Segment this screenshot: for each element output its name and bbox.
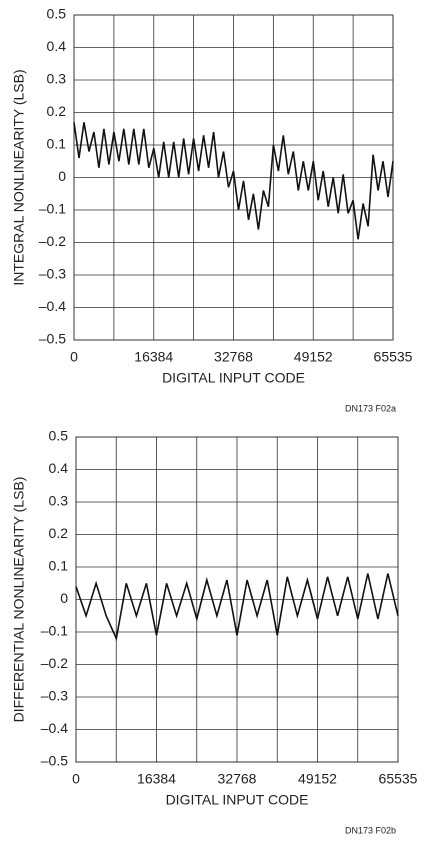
- x-axis-label: DIGITAL INPUT CODE: [166, 792, 309, 808]
- data-line: [73, 122, 394, 240]
- y-tick-label: 0.5: [47, 6, 67, 22]
- x-tick-label: 0: [72, 771, 80, 787]
- figure-note: DN173 F02b: [345, 825, 396, 835]
- figure-note: DN173 F02a: [345, 403, 396, 413]
- x-tick-label: 32768: [214, 349, 253, 365]
- y-tick-label: 0.3: [49, 493, 69, 509]
- y-tick-label: –0.4: [41, 720, 68, 736]
- plot-frame: [73, 14, 394, 341]
- y-tick-label: 0.3: [47, 71, 67, 87]
- y-tick-label: 0.2: [49, 525, 69, 541]
- y-tick-label: 0: [60, 590, 68, 606]
- y-tick-label: 0: [58, 168, 66, 184]
- data-line: [75, 573, 399, 642]
- y-axis-label: DIFFERENTIAL NONLINEARITY (LSB): [11, 477, 27, 723]
- y-tick-label: 0.2: [47, 103, 67, 119]
- x-tick-label: 49152: [294, 349, 333, 365]
- y-tick-label: –0.5: [39, 331, 66, 347]
- y-axis-label: INTEGRAL NONLINEARITY (LSB): [11, 69, 27, 285]
- y-tick-label: 0.4: [47, 38, 67, 54]
- y-tick-label: 0.1: [49, 558, 69, 574]
- y-tick-label: 0.1: [47, 136, 67, 152]
- y-tick-label: –0.3: [39, 266, 66, 282]
- x-axis-label: DIGITAL INPUT CODE: [162, 370, 305, 386]
- y-tick-label: 0.5: [49, 428, 69, 444]
- y-tick-label: –0.1: [41, 623, 68, 639]
- x-tick-label: 32768: [218, 771, 257, 787]
- y-tick-label: –0.5: [41, 753, 68, 769]
- x-tick-label: 0: [70, 349, 78, 365]
- y-tick-label: –0.4: [39, 298, 66, 314]
- x-tick-label: 65535: [379, 771, 418, 787]
- x-tick-label: 16384: [137, 771, 176, 787]
- x-tick-label: 49152: [298, 771, 337, 787]
- y-tick-label: –0.2: [41, 655, 68, 671]
- x-tick-label: 65535: [374, 349, 413, 365]
- y-tick-label: –0.2: [39, 233, 66, 249]
- y-tick-label: –0.3: [41, 688, 68, 704]
- x-tick-label: 16384: [134, 349, 173, 365]
- y-tick-label: 0.4: [49, 460, 69, 476]
- y-tick-label: –0.1: [39, 201, 66, 217]
- plot-frame: [75, 436, 399, 763]
